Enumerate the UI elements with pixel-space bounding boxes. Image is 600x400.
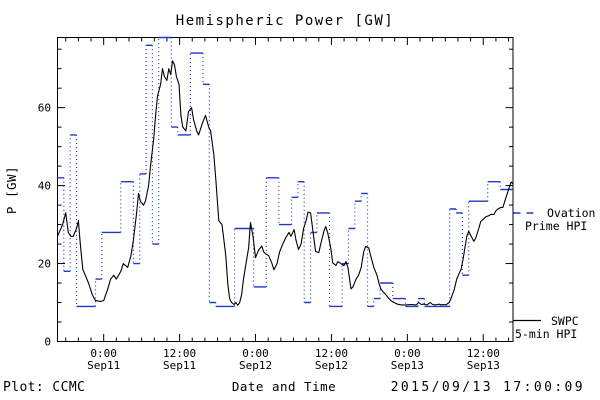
ovation-prime-hpi-series [57, 36, 513, 308]
tick-label: 12:00 [315, 347, 348, 360]
tick-label: 60 [38, 102, 51, 115]
tick-label: 0:00 [242, 347, 269, 360]
legend-swpc: SWPC 5-min HPI [513, 314, 579, 341]
ovation-step-segments [57, 36, 513, 308]
tick-label: Sep12 [315, 359, 348, 372]
tick-label: 12:00 [163, 347, 196, 360]
legend-swpc-line2: 5-min HPI [515, 327, 577, 341]
swpc-5min-hpi-series [56, 60, 514, 306]
swpc-line [56, 60, 514, 306]
plot-frame [57, 37, 514, 342]
chart-title: Hemispheric Power [GW] [176, 13, 394, 29]
tick-label: 0 [44, 336, 51, 349]
plot-source-label: Plot: CCMC [3, 380, 85, 395]
legend-swpc-line1: SWPC [551, 314, 579, 328]
axis-ticks [57, 37, 513, 342]
tick-label: 40 [38, 180, 51, 193]
ovation-dotted-connectors [63, 37, 501, 307]
legend-ovation-line2: Prime HPI [525, 219, 587, 233]
tick-label: Sep11 [163, 359, 196, 372]
tick-label: 12:00 [467, 347, 500, 360]
tick-label: Sep12 [239, 359, 272, 372]
tick-label: Sep13 [467, 359, 500, 372]
tick-label: Sep13 [391, 359, 424, 372]
tick-label: 20 [38, 258, 51, 271]
axis-tick-labels: 02040600:00Sep1112:00Sep110:00Sep1212:00… [38, 102, 500, 372]
plot-timestamp: 2015/09/13 17:00:09 [391, 380, 585, 395]
tick-label: 0:00 [394, 347, 421, 360]
legend-ovation-prime: Ovation Prime HPI [513, 206, 595, 233]
legend-ovation-line1: Ovation [547, 206, 595, 220]
tick-label: 0:00 [90, 347, 117, 360]
x-axis-title: Date and Time [232, 379, 336, 394]
y-axis-title: P [GW] [4, 166, 19, 214]
tick-label: Sep11 [87, 359, 120, 372]
